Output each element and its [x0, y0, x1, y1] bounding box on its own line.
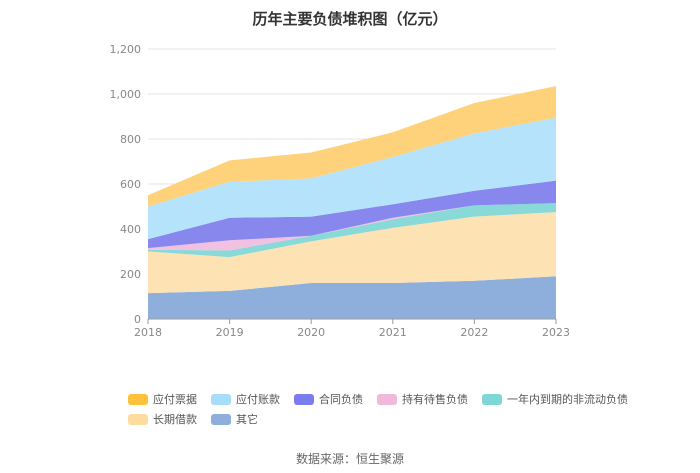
legend-item[interactable]: 应付票据	[128, 391, 197, 407]
y-tick-label: 0	[134, 313, 141, 326]
chart-title: 历年主要负债堆积图（亿元）	[252, 10, 448, 28]
legend-swatch	[377, 393, 397, 405]
legend-item[interactable]: 一年内到期的非流动负债	[482, 391, 628, 407]
x-tick-label: 2021	[379, 326, 407, 339]
area-series-持有待售负债	[148, 203, 556, 251]
area-series-其它	[148, 276, 556, 319]
legend-swatch	[211, 413, 231, 425]
y-tick-label: 1,200	[110, 43, 142, 56]
legend-label: 长期借款	[153, 413, 197, 426]
legend-row-1: 应付票据 应付账款 合同负债 持有待售负债 一年内到期的非流动负债	[128, 389, 628, 409]
y-tick-label: 1,000	[110, 88, 142, 101]
area-series-应付账款	[148, 117, 556, 240]
legend-swatch	[482, 393, 502, 405]
area-series-应付票据	[148, 86, 556, 207]
legend-item[interactable]: 其它	[211, 411, 258, 427]
legend-label: 应付票据	[153, 393, 197, 406]
y-tick-label: 800	[120, 133, 141, 146]
legend-label: 持有待售负债	[402, 393, 468, 406]
x-tick-label: 2023	[542, 326, 570, 339]
chart-legend: 应付票据 应付账款 合同负债 持有待售负债 一年内到期的非流动负债 长期借款 其它	[128, 389, 628, 429]
area-series-一年内到期的非流动负债	[148, 203, 556, 258]
data-source: 数据来源：恒生聚源	[295, 452, 404, 466]
area-series-长期借款	[148, 212, 556, 294]
x-tick-label: 2022	[460, 326, 488, 339]
legend-label: 应付账款	[236, 393, 280, 406]
legend-item[interactable]: 应付账款	[211, 391, 280, 407]
legend-swatch	[211, 393, 231, 405]
y-tick-label: 600	[120, 178, 141, 191]
legend-label: 其它	[236, 413, 258, 426]
legend-swatch	[128, 413, 148, 425]
x-tick-label: 2020	[297, 326, 325, 339]
x-tick-label: 2018	[134, 326, 162, 339]
legend-item[interactable]: 合同负债	[294, 391, 363, 407]
legend-swatch	[294, 393, 314, 405]
legend-item[interactable]: 长期借款	[128, 411, 197, 427]
legend-label: 合同负债	[319, 393, 363, 406]
legend-item[interactable]: 持有待售负债	[377, 391, 468, 407]
y-tick-label: 400	[120, 223, 141, 236]
legend-label: 一年内到期的非流动负债	[507, 393, 628, 406]
y-tick-label: 200	[120, 268, 141, 281]
area-series-合同负债	[148, 180, 556, 249]
legend-swatch	[128, 393, 148, 405]
legend-row-2: 长期借款 其它	[128, 409, 608, 429]
x-tick-label: 2019	[216, 326, 244, 339]
